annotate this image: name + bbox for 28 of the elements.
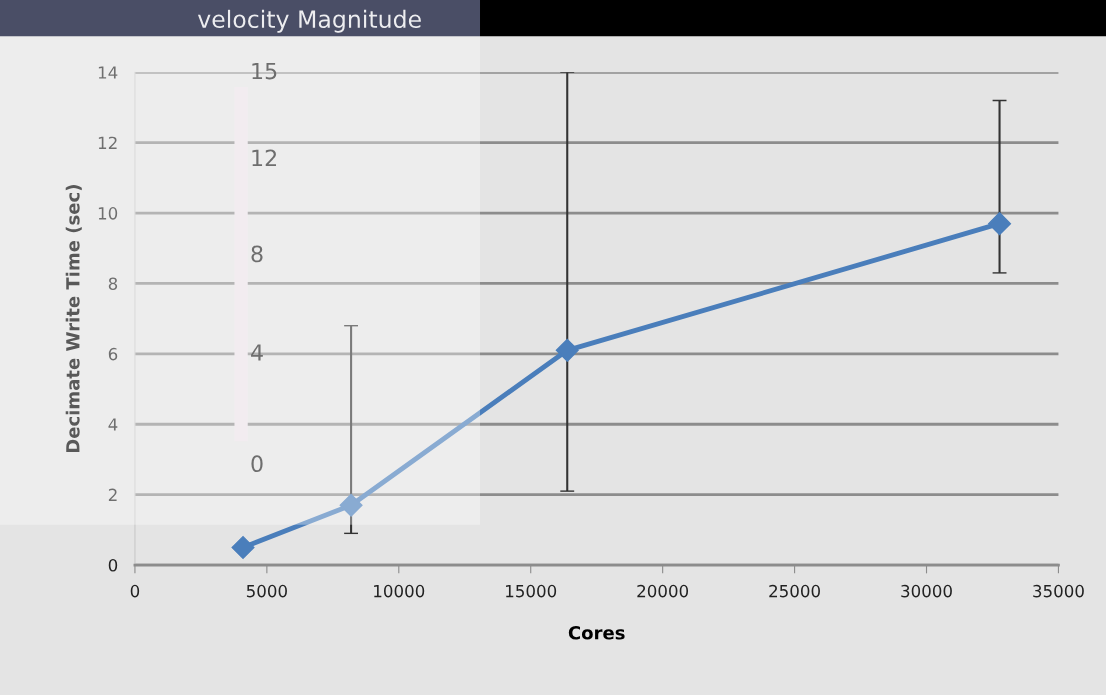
x-tick-label: 20000 <box>637 584 689 598</box>
y-tick-label: 12 <box>98 136 117 150</box>
y-tick-label: 10 <box>98 207 118 220</box>
x-tick-label: 15000 <box>506 584 557 598</box>
y-tick-label: 6 <box>108 347 118 361</box>
point <box>339 493 363 517</box>
y-axis-title: Decimate Write Time (sec) <box>65 185 82 453</box>
point <box>555 338 579 362</box>
annotation: 0 <box>251 455 263 473</box>
text: velocity Magnitude <box>197 9 421 33</box>
x-tick-label: 35000 <box>1033 584 1084 598</box>
annotation: 12 <box>252 149 277 166</box>
point <box>231 535 255 559</box>
annotation: 8 <box>251 245 263 263</box>
x-axis-title: Cores <box>568 625 625 640</box>
x-tick-label: 0 <box>130 584 140 598</box>
x-tick-label: 5000 <box>246 584 287 598</box>
y-tick-label: 2 <box>108 488 117 501</box>
y-tick-label: 8 <box>108 277 118 291</box>
y-tick-label: 4 <box>108 418 118 431</box>
point <box>988 212 1012 236</box>
x-tick-label: 25000 <box>769 584 820 598</box>
y-tick-label: 14 <box>98 66 118 79</box>
annotation: 15 <box>252 62 277 80</box>
x-tick-label: 30000 <box>901 584 952 598</box>
x-tick-label: 10000 <box>374 584 425 598</box>
annotation: 4 <box>251 344 263 361</box>
y-tick-label: 0 <box>108 559 118 572</box>
